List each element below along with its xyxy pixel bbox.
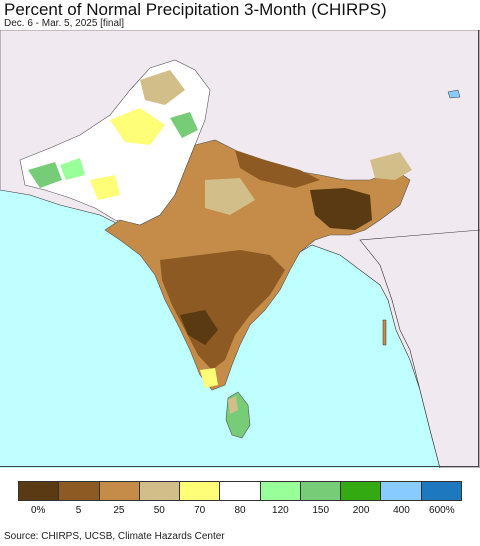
legend-swatch — [300, 482, 342, 500]
patch-brown-central — [160, 250, 285, 370]
legend-tick-label: 200 — [352, 505, 370, 516]
legend-tick-label: 600% — [429, 505, 455, 516]
patch-green-sw — [28, 162, 62, 188]
patch-yellow-nw — [110, 108, 165, 145]
legend-swatch — [381, 482, 422, 500]
legend-colorbar — [18, 481, 462, 501]
precipitation-map — [0, 30, 480, 468]
legend-tick-label: 120 — [272, 505, 289, 516]
patch-tan-ne — [370, 152, 412, 180]
patch-yellow-coast — [200, 368, 218, 388]
legend-swatch — [260, 482, 301, 500]
patch-brown-nepal — [235, 150, 320, 188]
patch-darkbrown-bangladesh — [310, 188, 372, 230]
legend-swatch — [421, 482, 461, 500]
land-myanmar — [359, 229, 480, 468]
legend-tick-label: 150 — [312, 505, 330, 516]
islands-andaman — [382, 319, 387, 346]
patch-tan-nw — [140, 70, 185, 105]
legend-tick-label: 400 — [393, 505, 410, 516]
legend-swatch — [139, 482, 181, 500]
legend-swatch — [341, 482, 382, 500]
legend-swatch — [220, 482, 261, 500]
map-subtitle: Dec. 6 - Mar. 5, 2025 [final] — [4, 18, 125, 29]
patch-tan-north — [205, 178, 255, 215]
legend-swatch — [99, 482, 140, 500]
legend-tick-label: 80 — [234, 505, 246, 516]
legend-tick-label: 70 — [194, 505, 206, 516]
legend-swatch — [59, 482, 100, 500]
map-title: Percent of Normal Precipitation 3-Month … — [4, 0, 387, 19]
lake-tibet — [447, 89, 461, 99]
patch-tan-sri-lanka — [228, 396, 238, 414]
patch-yellow-w — [90, 175, 120, 200]
legend-swatch — [180, 482, 221, 500]
legend-tick-label: 0% — [30, 505, 46, 516]
legend-tick-label: 50 — [153, 505, 165, 516]
legend-swatch — [19, 482, 60, 500]
source-credit: Source: CHIRPS, UCSB, Climate Hazards Ce… — [4, 531, 225, 542]
patch-darkbrown-south — [180, 310, 218, 345]
legend-tick-label: 5 — [75, 505, 82, 516]
legend-tick-label: 25 — [113, 505, 125, 516]
patch-lightgreen-sw — [60, 158, 85, 180]
patch-green-kashmir — [170, 112, 198, 138]
